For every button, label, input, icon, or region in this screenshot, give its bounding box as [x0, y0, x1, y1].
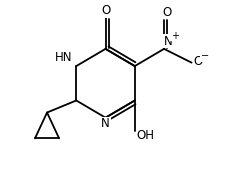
Text: O: O [162, 6, 171, 19]
Text: HN: HN [55, 51, 72, 64]
Text: −: − [200, 51, 208, 61]
Text: OH: OH [136, 129, 154, 142]
Text: O: O [193, 55, 202, 68]
Text: N: N [101, 117, 109, 130]
Text: +: + [170, 31, 178, 41]
Text: N: N [163, 35, 172, 48]
Text: O: O [101, 4, 110, 17]
